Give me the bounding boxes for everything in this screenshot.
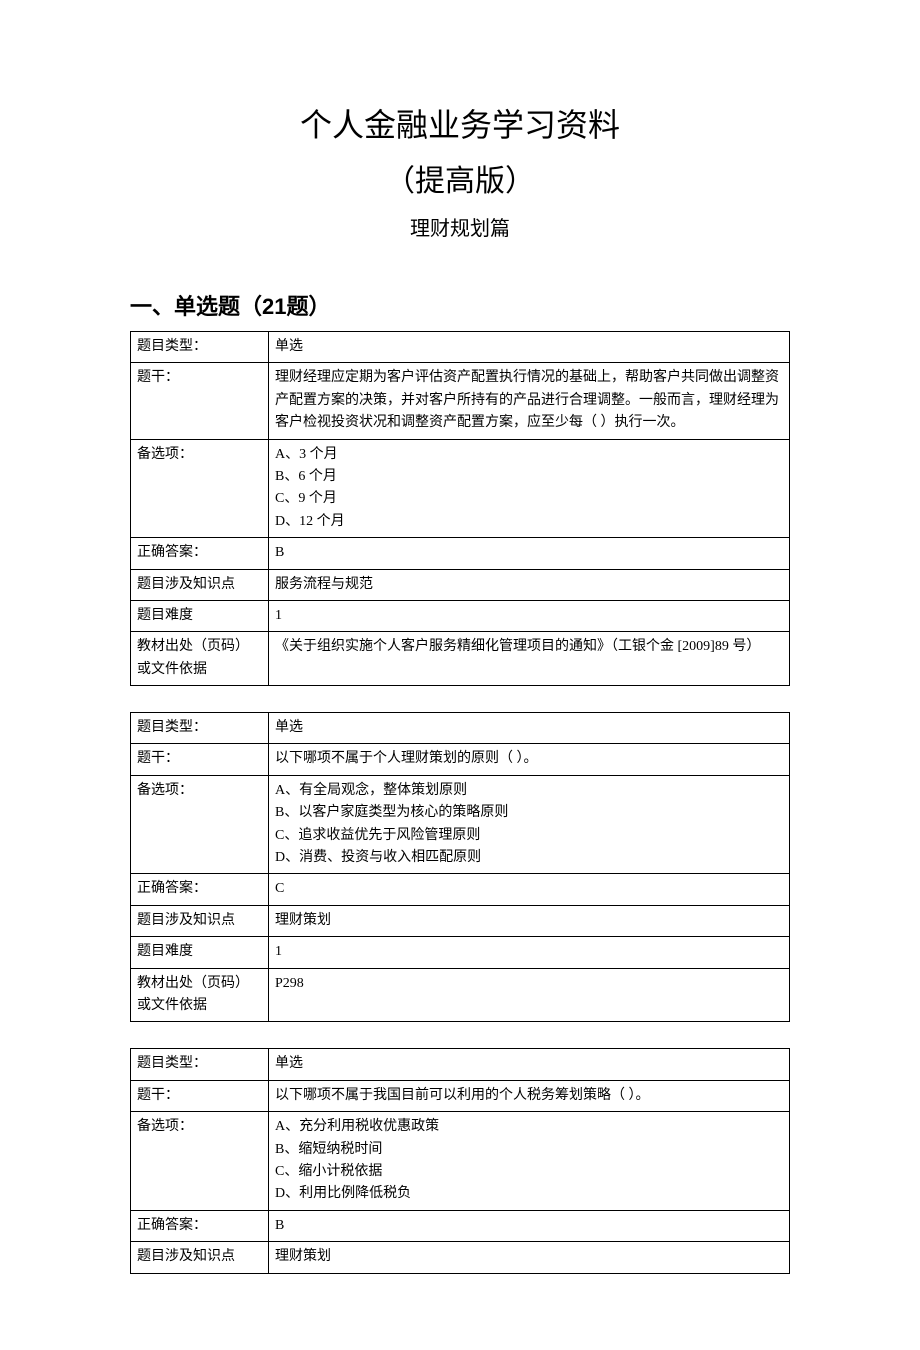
table-row: 正确答案： C <box>131 874 790 905</box>
table-row: 题目难度 1 <box>131 937 790 968</box>
table-row: 正确答案： B <box>131 538 790 569</box>
value-difficulty: 1 <box>269 937 790 968</box>
value-source: P298 <box>269 968 790 1022</box>
value-type: 单选 <box>269 713 790 744</box>
label-source: 教材出处（页码）或文件依据 <box>131 632 269 686</box>
label-stem: 题干： <box>131 363 269 439</box>
value-source: 《关于组织实施个人客户服务精细化管理项目的通知》（工银个金 [2009]89 号… <box>269 632 790 686</box>
question-table-2: 题目类型： 单选 题干： 以下哪项不属于个人理财策划的原则（ ）。 备选项： A… <box>130 712 790 1022</box>
value-knowledge: 理财策划 <box>269 1242 790 1273</box>
value-stem: 以下哪项不属于个人理财策划的原则（ ）。 <box>269 744 790 775</box>
value-stem: 以下哪项不属于我国目前可以利用的个人税务筹划策略（ ）。 <box>269 1080 790 1111</box>
doc-title-sub: （提高版） <box>130 156 790 200</box>
value-answer: B <box>269 538 790 569</box>
value-options: A、有全局观念，整体策划原则 B、以客户家庭类型为核心的策略原则 C、追求收益优… <box>269 775 790 874</box>
section-heading-prefix: 一、单选题（ <box>130 294 262 319</box>
table-row: 题目涉及知识点 理财策划 <box>131 1242 790 1273</box>
question-table-1: 题目类型： 单选 题干： 理财经理应定期为客户评估资产配置执行情况的基础上，帮助… <box>130 331 790 686</box>
table-row: 题目难度 1 <box>131 600 790 631</box>
section-heading-count: 21 <box>262 294 286 319</box>
label-knowledge: 题目涉及知识点 <box>131 905 269 936</box>
table-row: 题目类型： 单选 <box>131 332 790 363</box>
section-heading: 一、单选题（21题） <box>130 289 790 321</box>
table-row: 正确答案： B <box>131 1210 790 1241</box>
table-row: 教材出处（页码）或文件依据 《关于组织实施个人客户服务精细化管理项目的通知》（工… <box>131 632 790 686</box>
label-answer: 正确答案： <box>131 874 269 905</box>
label-knowledge: 题目涉及知识点 <box>131 569 269 600</box>
label-knowledge: 题目涉及知识点 <box>131 1242 269 1273</box>
value-knowledge: 理财策划 <box>269 905 790 936</box>
value-options: A、充分利用税收优惠政策 B、缩短纳税时间 C、缩小计税依据 D、利用比例降低税… <box>269 1112 790 1211</box>
table-row: 备选项： A、3 个月 B、6 个月 C、9 个月 D、12 个月 <box>131 439 790 538</box>
table-row: 题干： 以下哪项不属于个人理财策划的原则（ ）。 <box>131 744 790 775</box>
table-row: 备选项： A、有全局观念，整体策划原则 B、以客户家庭类型为核心的策略原则 C、… <box>131 775 790 874</box>
label-answer: 正确答案： <box>131 1210 269 1241</box>
table-row: 题目类型： 单选 <box>131 713 790 744</box>
label-stem: 题干： <box>131 744 269 775</box>
label-answer: 正确答案： <box>131 538 269 569</box>
table-row: 题目涉及知识点 理财策划 <box>131 905 790 936</box>
table-row: 题目涉及知识点 服务流程与规范 <box>131 569 790 600</box>
label-type: 题目类型： <box>131 1049 269 1080</box>
label-type: 题目类型： <box>131 713 269 744</box>
value-options: A、3 个月 B、6 个月 C、9 个月 D、12 个月 <box>269 439 790 538</box>
label-options: 备选项： <box>131 1112 269 1211</box>
value-answer: B <box>269 1210 790 1241</box>
section-heading-suffix: 题） <box>287 294 331 319</box>
table-row: 备选项： A、充分利用税收优惠政策 B、缩短纳税时间 C、缩小计税依据 D、利用… <box>131 1112 790 1211</box>
value-difficulty: 1 <box>269 600 790 631</box>
table-row: 教材出处（页码）或文件依据 P298 <box>131 968 790 1022</box>
label-difficulty: 题目难度 <box>131 937 269 968</box>
doc-title-chapter: 理财规划篇 <box>130 212 790 241</box>
question-table-3: 题目类型： 单选 题干： 以下哪项不属于我国目前可以利用的个人税务筹划策略（ ）… <box>130 1048 790 1273</box>
label-stem: 题干： <box>131 1080 269 1111</box>
table-row: 题目类型： 单选 <box>131 1049 790 1080</box>
value-type: 单选 <box>269 332 790 363</box>
doc-title-main: 个人金融业务学习资料 <box>130 100 790 146</box>
table-row: 题干： 以下哪项不属于我国目前可以利用的个人税务筹划策略（ ）。 <box>131 1080 790 1111</box>
label-source: 教材出处（页码）或文件依据 <box>131 968 269 1022</box>
value-knowledge: 服务流程与规范 <box>269 569 790 600</box>
label-type: 题目类型： <box>131 332 269 363</box>
value-answer: C <box>269 874 790 905</box>
value-type: 单选 <box>269 1049 790 1080</box>
table-row: 题干： 理财经理应定期为客户评估资产配置执行情况的基础上，帮助客户共同做出调整资… <box>131 363 790 439</box>
label-options: 备选项： <box>131 775 269 874</box>
value-stem: 理财经理应定期为客户评估资产配置执行情况的基础上，帮助客户共同做出调整资产配置方… <box>269 363 790 439</box>
label-difficulty: 题目难度 <box>131 600 269 631</box>
label-options: 备选项： <box>131 439 269 538</box>
